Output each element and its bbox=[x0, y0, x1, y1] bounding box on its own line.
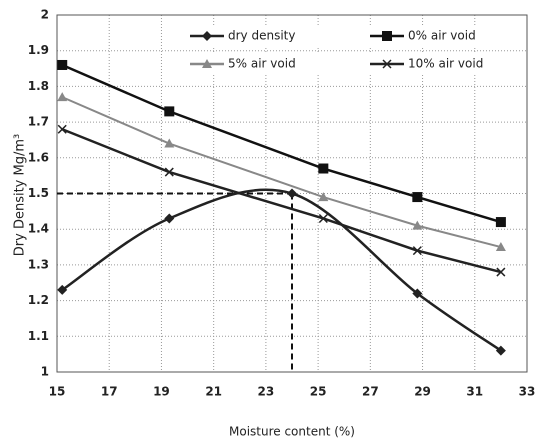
legend-bg bbox=[368, 54, 518, 74]
marker bbox=[164, 167, 174, 177]
marker bbox=[412, 288, 423, 299]
marker bbox=[57, 59, 68, 70]
x-tick-label: 19 bbox=[153, 385, 170, 399]
y-tick-label: 1.9 bbox=[28, 43, 49, 57]
y-tick-label: 1.4 bbox=[28, 222, 49, 236]
series-line bbox=[61, 128, 502, 274]
legend-bg bbox=[368, 26, 518, 46]
marker bbox=[495, 242, 506, 252]
marker bbox=[318, 163, 329, 174]
legend-bg bbox=[188, 54, 338, 74]
legend-label: 5% air void bbox=[228, 57, 296, 71]
x-tick-label: 15 bbox=[49, 385, 66, 399]
y-tick-label: 1.2 bbox=[28, 293, 49, 307]
marker bbox=[382, 59, 392, 69]
legend-label: 10% air void bbox=[408, 57, 483, 71]
x-tick-label: 27 bbox=[362, 385, 379, 399]
y-tick-label: 1.3 bbox=[28, 257, 49, 271]
x-tick-label: 33 bbox=[519, 385, 536, 399]
y-tick-label: 1.7 bbox=[28, 115, 49, 129]
marker bbox=[164, 213, 175, 224]
y-tick-label: 2 bbox=[41, 8, 49, 22]
marker bbox=[164, 106, 175, 117]
marker bbox=[202, 31, 212, 41]
y-axis-title: Dry Density Mg/m³ bbox=[13, 134, 28, 256]
marker bbox=[287, 188, 297, 199]
marker bbox=[164, 138, 175, 148]
series-line bbox=[61, 188, 502, 352]
marker bbox=[412, 220, 423, 230]
marker bbox=[495, 345, 506, 356]
x-tick-label: 23 bbox=[258, 385, 275, 399]
legend-label: dry density bbox=[228, 29, 295, 43]
marker bbox=[202, 59, 212, 68]
legend-label: 0% air void bbox=[408, 29, 476, 43]
marker bbox=[57, 124, 67, 134]
y-tick-label: 1.6 bbox=[28, 150, 49, 164]
series-line bbox=[61, 63, 502, 224]
y-tick-label: 1.1 bbox=[28, 329, 49, 343]
y-tick-label: 1.8 bbox=[28, 79, 49, 93]
marker bbox=[57, 284, 68, 295]
legend-bg bbox=[188, 26, 338, 46]
y-tick-label: 1 bbox=[41, 365, 49, 379]
marker bbox=[412, 192, 423, 203]
x-tick-label: 25 bbox=[310, 385, 327, 399]
x-tick-label: 17 bbox=[101, 385, 118, 399]
x-axis-title: Moisture content (%) bbox=[229, 425, 355, 439]
x-tick-label: 21 bbox=[205, 385, 222, 399]
marker bbox=[496, 267, 506, 277]
marker bbox=[318, 192, 329, 202]
marker bbox=[495, 217, 506, 228]
x-tick-label: 29 bbox=[414, 385, 431, 399]
marker bbox=[57, 92, 68, 102]
x-tick-label: 31 bbox=[466, 385, 483, 399]
series-line bbox=[61, 96, 502, 249]
y-tick-label: 1.5 bbox=[28, 186, 49, 200]
marker bbox=[412, 246, 422, 256]
marker bbox=[382, 31, 392, 41]
marker bbox=[318, 213, 328, 224]
